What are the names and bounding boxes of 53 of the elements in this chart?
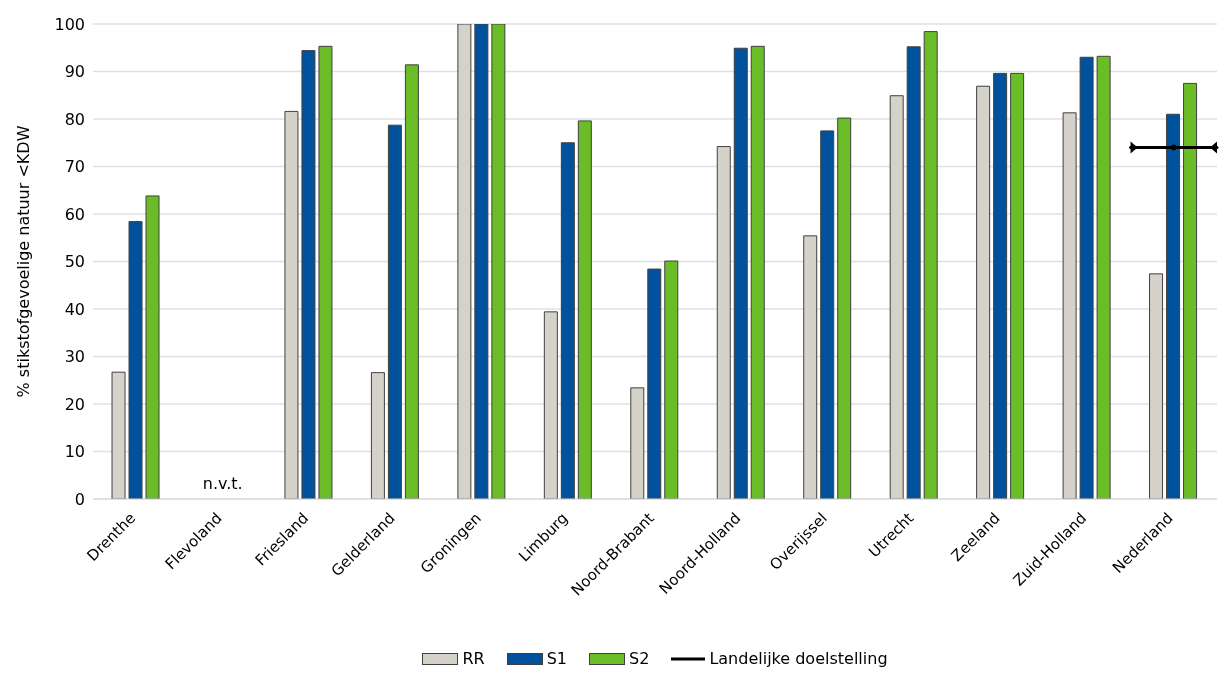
bar bbox=[906, 46, 921, 499]
bar bbox=[1096, 55, 1111, 499]
bar bbox=[491, 24, 506, 499]
bar bbox=[976, 85, 991, 499]
bar bbox=[145, 195, 160, 499]
bar bbox=[1062, 112, 1077, 499]
bar bbox=[820, 130, 835, 499]
y-tick-label: 60 bbox=[64, 204, 85, 224]
bar bbox=[543, 311, 558, 499]
y-tick-label: 80 bbox=[64, 109, 85, 129]
y-tick-label: 10 bbox=[64, 442, 85, 462]
y-tick-label: 20 bbox=[64, 394, 85, 414]
bar bbox=[1010, 72, 1025, 499]
y-tick-label: 50 bbox=[64, 252, 85, 272]
bar bbox=[284, 110, 299, 499]
y-tick-label: 100 bbox=[54, 14, 85, 34]
y-tick-label: 0 bbox=[74, 489, 85, 509]
bar bbox=[370, 372, 385, 499]
bar bbox=[993, 72, 1008, 499]
bar bbox=[1079, 56, 1094, 499]
bar bbox=[1166, 113, 1181, 499]
bar bbox=[664, 260, 679, 499]
bar bbox=[647, 268, 662, 499]
bar bbox=[803, 235, 818, 499]
bar bbox=[716, 146, 731, 499]
bar bbox=[318, 45, 333, 499]
bar bbox=[474, 24, 489, 499]
y-axis-title: % stikstofgevoelige natuur <KDW bbox=[13, 125, 33, 398]
bar bbox=[301, 50, 316, 499]
legend-label: Landelijke doelstelling bbox=[709, 649, 888, 668]
bar bbox=[560, 142, 575, 499]
bar bbox=[889, 95, 904, 499]
legend-label: RR bbox=[462, 649, 485, 668]
y-tick-label: 40 bbox=[64, 299, 85, 319]
bar bbox=[733, 47, 748, 499]
bar bbox=[837, 117, 852, 499]
bar bbox=[630, 387, 645, 499]
bar bbox=[1183, 82, 1198, 499]
bar bbox=[404, 64, 419, 499]
bar bbox=[387, 124, 402, 499]
y-tick-label: 70 bbox=[64, 157, 85, 177]
y-tick-label: 90 bbox=[64, 62, 85, 82]
bar bbox=[1149, 273, 1164, 499]
bar bbox=[128, 221, 143, 499]
annotation: n.v.t. bbox=[201, 474, 244, 493]
y-tick-label: 30 bbox=[64, 347, 85, 367]
legend-label: S2 bbox=[629, 649, 650, 668]
bar bbox=[457, 24, 472, 499]
bar bbox=[750, 45, 765, 499]
bar bbox=[577, 120, 592, 499]
bar bbox=[111, 371, 126, 499]
legend-label: S1 bbox=[546, 649, 568, 668]
bar bbox=[923, 31, 938, 499]
